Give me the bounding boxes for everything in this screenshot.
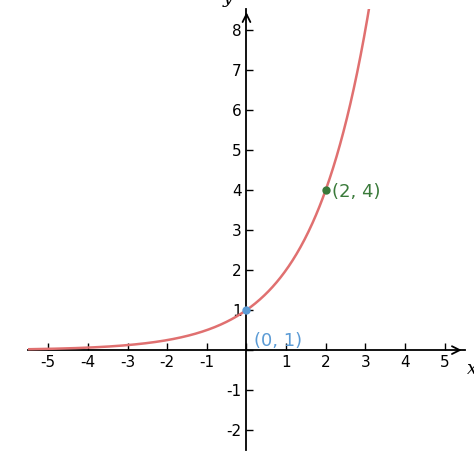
Text: x: x [466, 360, 474, 378]
Text: (0, 1): (0, 1) [255, 332, 302, 350]
Text: y: y [222, 0, 233, 8]
Text: (2, 4): (2, 4) [332, 183, 380, 201]
